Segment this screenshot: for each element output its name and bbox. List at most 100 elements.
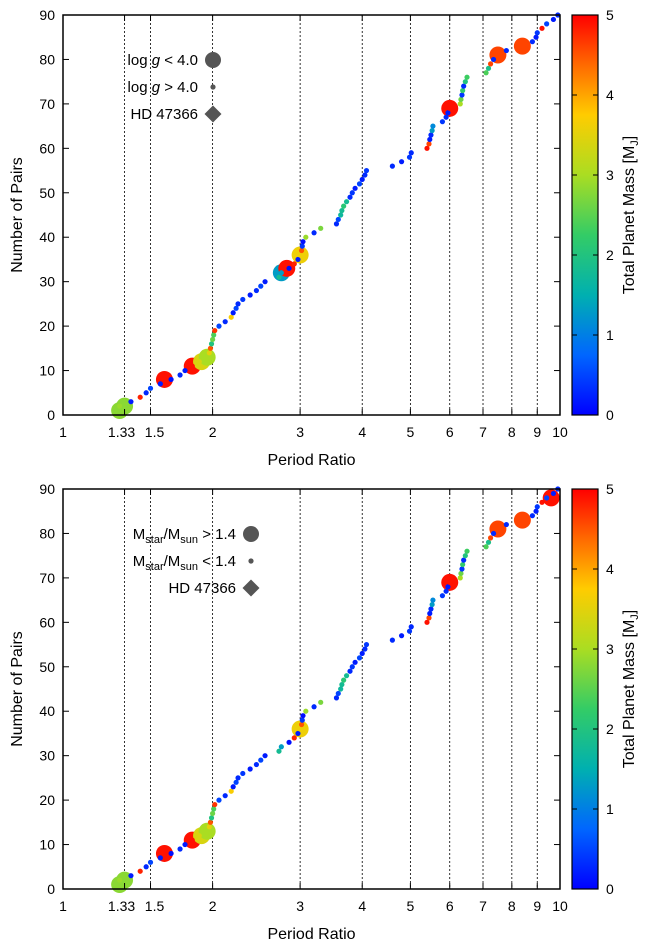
data-point <box>128 873 134 879</box>
data-point <box>303 234 309 240</box>
data-point <box>533 508 539 514</box>
data-point <box>458 570 464 577</box>
data-point <box>430 597 436 603</box>
colorbar-tick-label: 1 <box>606 801 614 817</box>
data-point <box>291 261 297 267</box>
colorbar-tick-label: 2 <box>606 247 614 263</box>
data-point <box>447 105 453 111</box>
data-point <box>137 868 143 874</box>
data-point <box>362 172 368 178</box>
y-tick-label: 80 <box>39 525 55 541</box>
data-point <box>177 372 183 378</box>
y-tick-label: 60 <box>39 614 55 630</box>
colorbar-tick-label: 4 <box>606 561 614 577</box>
data-point <box>262 279 268 285</box>
data-point <box>430 123 436 129</box>
data-point <box>429 127 435 134</box>
data-point <box>113 407 119 414</box>
data-point <box>291 735 297 741</box>
data-point <box>295 730 301 737</box>
data-point <box>464 548 470 554</box>
data-point <box>457 575 463 581</box>
x-tick-label: 3 <box>296 898 304 914</box>
data-point <box>276 748 282 754</box>
legend-label: log g > 4.0 <box>128 79 198 96</box>
x-tick-label: 3 <box>296 424 304 440</box>
data-point <box>210 810 216 817</box>
data-point <box>487 535 494 541</box>
data-point <box>533 34 539 40</box>
data-point <box>117 877 123 883</box>
colorbar-tick-label: 4 <box>606 87 614 103</box>
legend-marker-small <box>248 558 254 564</box>
legend-label: log g < 4.0 <box>128 52 198 69</box>
data-point <box>207 345 214 351</box>
data-point <box>429 601 435 608</box>
data-point <box>439 119 446 125</box>
colorbar-tick-label: 5 <box>606 481 614 497</box>
data-point <box>253 287 260 294</box>
data-point <box>341 203 347 209</box>
data-point <box>297 726 303 732</box>
x-tick-label: 1.33 <box>108 424 135 440</box>
data-point <box>519 517 525 523</box>
x-axis-title: Period Ratio <box>267 926 355 943</box>
data-point <box>424 619 430 625</box>
data-point <box>356 181 363 187</box>
data-point <box>459 566 465 572</box>
data-point <box>286 265 292 271</box>
data-point <box>128 399 134 405</box>
colorbar-tick-label: 1 <box>606 327 614 343</box>
data-point <box>398 633 405 639</box>
data-point <box>363 641 370 648</box>
data-point <box>222 319 228 325</box>
x-tick-label: 4 <box>358 898 366 914</box>
data-point <box>228 788 234 794</box>
data-point <box>338 686 344 692</box>
data-point <box>182 367 188 374</box>
data-point <box>208 815 215 821</box>
y-axis-title: Number of Pairs <box>9 157 26 273</box>
data-point <box>216 797 222 803</box>
data-point <box>335 216 341 223</box>
data-point <box>258 283 264 289</box>
x-tick-label: 1.5 <box>145 898 165 914</box>
data-point <box>258 757 264 763</box>
data-point <box>406 154 413 160</box>
data-point <box>363 167 370 174</box>
data-point <box>426 141 432 147</box>
data-point <box>362 646 368 652</box>
y-tick-label: 30 <box>39 748 55 764</box>
colorbar-tick-label: 3 <box>606 641 614 657</box>
data-point <box>117 403 123 409</box>
data-point <box>298 721 305 728</box>
data-point <box>347 194 353 200</box>
data-point <box>483 70 489 76</box>
colorbar-tick-label: 0 <box>606 881 614 897</box>
data-point <box>461 83 467 89</box>
x-tick-label: 10 <box>552 898 568 914</box>
data-point <box>343 673 350 679</box>
data-point <box>276 274 282 280</box>
x-tick-label: 4 <box>358 424 366 440</box>
y-tick-label: 0 <box>47 881 55 897</box>
data-point <box>168 850 174 857</box>
data-point <box>485 539 492 545</box>
colorbar-title: Total Planet Mass [MJ] <box>621 136 641 294</box>
data-point <box>211 806 217 812</box>
data-point <box>352 659 358 665</box>
data-point <box>349 664 355 670</box>
data-point <box>550 490 557 497</box>
data-point <box>359 650 365 657</box>
data-point <box>341 677 347 683</box>
x-tick-label: 1 <box>59 424 67 440</box>
legend-marker-diamond <box>204 105 222 123</box>
y-tick-label: 70 <box>39 96 55 112</box>
y-tick-label: 90 <box>39 481 55 497</box>
legend-marker-diamond <box>242 579 260 597</box>
data-point <box>539 499 545 505</box>
data-point <box>490 56 497 63</box>
data-point <box>206 824 212 830</box>
x-tick-label: 10 <box>552 424 568 440</box>
y-tick-label: 40 <box>39 703 55 719</box>
